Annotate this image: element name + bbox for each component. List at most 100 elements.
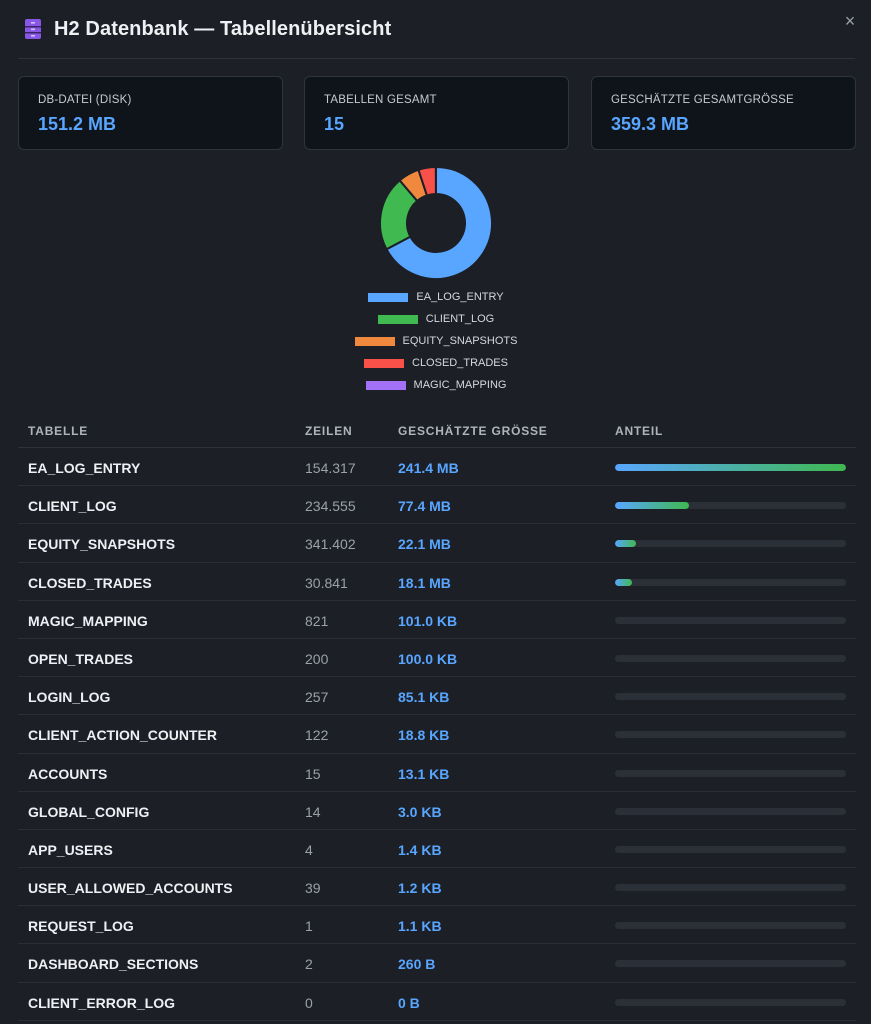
cell-size: 18.8 KB (398, 727, 450, 744)
cell-table-name: EA_LOG_ENTRY (28, 460, 141, 476)
size-donut-chart: EA_LOG_ENTRY CLIENT_LOG EQUITY_SNAPSHOTS CL… (0, 160, 871, 400)
stat-card-db-file: DB-DATEI (DISK) 151.2 MB (18, 76, 283, 150)
cell-table-name: REQUEST_LOG (28, 918, 134, 935)
legend-label: MAGIC_MAPPING (413, 379, 507, 391)
stat-value: 15 (324, 114, 345, 134)
table-row: CLIENT_ACTION_COUNTER 122 18.8 KB (18, 715, 856, 754)
cell-table-name: CLIENT_LOG (28, 498, 117, 515)
share-bar-fill (615, 502, 689, 510)
table-row: ACCOUNTS 15 13.1 KB (18, 754, 856, 792)
cell-size: 13.1 KB (398, 765, 450, 782)
donut-slice-ea-log-entry (385, 165, 493, 280)
cell-size: 85.1 KB (398, 689, 450, 706)
table-row: REQUEST_LOG 1 1.1 KB (18, 906, 856, 945)
cell-table-name: LOGIN_LOG (28, 689, 111, 706)
cell-row-count: 15 (305, 765, 321, 782)
stat-card-table-count: TABELLEN GESAMT 15 (304, 76, 569, 150)
cell-size: 1.1 KB (398, 918, 442, 935)
stats-row: DB-DATEI (DISK) 151.2 MB TABELLEN GESAMT… (18, 76, 856, 150)
legend-item: CLIENT_LOG (377, 312, 495, 326)
share-bar (615, 578, 846, 586)
share-bar (615, 922, 846, 930)
legend-label: CLOSED_TRADES (412, 357, 508, 369)
share-bar (615, 464, 846, 471)
stat-label: TABELLEN GESAMT (324, 94, 437, 106)
share-bar-fill (615, 540, 636, 548)
table-row: MAGIC_MAPPING 821 101.0 KB (18, 601, 856, 639)
tables-table: TABELLE ZEILEN GESCHÄTZTE GRÖSSE ANTEIL … (18, 410, 856, 1021)
table-row: OPEN_TRADES 200 100.0 KB (18, 639, 856, 678)
share-bar (615, 616, 846, 624)
table-row: EA_LOG_ENTRY 154.317 241.4 MB (18, 448, 856, 487)
cell-table-name: APP_USERS (28, 841, 113, 858)
cell-row-count: 341.402 (305, 536, 356, 553)
cell-size: 100.0 KB (398, 650, 458, 667)
table-row: USER_ALLOWED_ACCOUNTS 39 1.2 KB (18, 868, 856, 907)
share-bar (615, 654, 846, 662)
legend-label: EQUITY_SNAPSHOTS (402, 335, 518, 347)
cell-row-count: 234.555 (305, 498, 356, 515)
cell-size: 3.0 KB (398, 803, 442, 820)
legend-item: EA_LOG_ENTRY (368, 290, 504, 304)
donut-svg (379, 165, 493, 280)
cell-row-count: 4 (305, 841, 313, 858)
page-title: H2 Datenbank — Tabellenübersicht (54, 17, 392, 40)
table-row: EQUITY_SNAPSHOTS 341.402 22.1 MB (18, 524, 856, 563)
legend-label: CLIENT_LOG (425, 313, 495, 325)
table-row: LOGIN_LOG 257 85.1 KB (18, 677, 856, 716)
legend-swatch (377, 314, 418, 324)
table-row: CLIENT_LOG 234.555 77.4 MB (18, 486, 856, 525)
stat-value: 359.3 MB (611, 114, 690, 134)
cell-row-count: 0 (305, 994, 313, 1011)
legend-swatch (354, 336, 395, 346)
cell-table-name: OPEN_TRADES (28, 650, 134, 667)
share-bar (615, 769, 846, 777)
legend-label: EA_LOG_ENTRY (416, 291, 504, 303)
table-row: DASHBOARD_SECTIONS 2 260 B (18, 944, 856, 983)
cell-table-name: CLOSED_TRADES (28, 574, 152, 591)
legend-item: EQUITY_SNAPSHOTS (354, 334, 518, 348)
close-button[interactable]: × (839, 10, 861, 32)
cell-row-count: 1 (305, 918, 313, 935)
table-row: GLOBAL_CONFIG 14 3.0 KB (18, 792, 856, 830)
cell-size: 1.4 KB (398, 841, 442, 858)
cell-row-count: 154.317 (305, 460, 356, 476)
share-bar-fill (615, 578, 633, 586)
stat-label: GESCHÄTZTE GESAMTGRÖSSE (611, 94, 794, 106)
share-bar (615, 998, 846, 1006)
th-rows: ZEILEN (305, 424, 353, 438)
th-size: GESCHÄTZTE GRÖSSE (398, 424, 548, 438)
cell-row-count: 30.841 (305, 574, 348, 591)
share-bar-fill (615, 464, 846, 471)
legend-item: MAGIC_MAPPING (365, 378, 507, 392)
share-bar (615, 502, 846, 510)
cell-row-count: 122 (305, 727, 329, 744)
cell-table-name: MAGIC_MAPPING (28, 612, 148, 629)
th-table: TABELLE (28, 424, 89, 438)
legend-swatch (364, 358, 404, 368)
legend-swatch (365, 380, 406, 390)
cell-row-count: 200 (305, 650, 329, 667)
cell-table-name: EQUITY_SNAPSHOTS (28, 536, 176, 553)
share-bar (615, 845, 846, 853)
cell-size: 260 B (398, 956, 436, 973)
cell-size: 101.0 KB (398, 612, 458, 629)
table-header: TABELLE ZEILEN GESCHÄTZTE GRÖSSE ANTEIL (18, 410, 856, 448)
modal-header: H2 Datenbank — Tabellenübersicht (18, 0, 855, 59)
stat-value: 151.2 MB (38, 114, 117, 134)
database-icon (25, 19, 41, 39)
cell-row-count: 39 (305, 880, 321, 897)
share-bar (615, 807, 846, 815)
share-bar (615, 540, 846, 548)
table-row: APP_USERS 4 1.4 KB (18, 830, 856, 869)
cell-size: 241.4 MB (398, 460, 459, 476)
cell-size: 0 B (398, 994, 420, 1011)
cell-size: 1.2 KB (398, 880, 442, 897)
close-icon: × (844, 11, 856, 31)
cell-table-name: GLOBAL_CONFIG (28, 803, 150, 820)
cell-size: 77.4 MB (398, 498, 451, 515)
table-row: CLIENT_ERROR_LOG 0 0 B (18, 983, 856, 1021)
cell-row-count: 821 (305, 612, 329, 629)
stat-card-total-size: GESCHÄTZTE GESAMTGRÖSSE 359.3 MB (591, 76, 856, 150)
share-bar (615, 884, 846, 892)
